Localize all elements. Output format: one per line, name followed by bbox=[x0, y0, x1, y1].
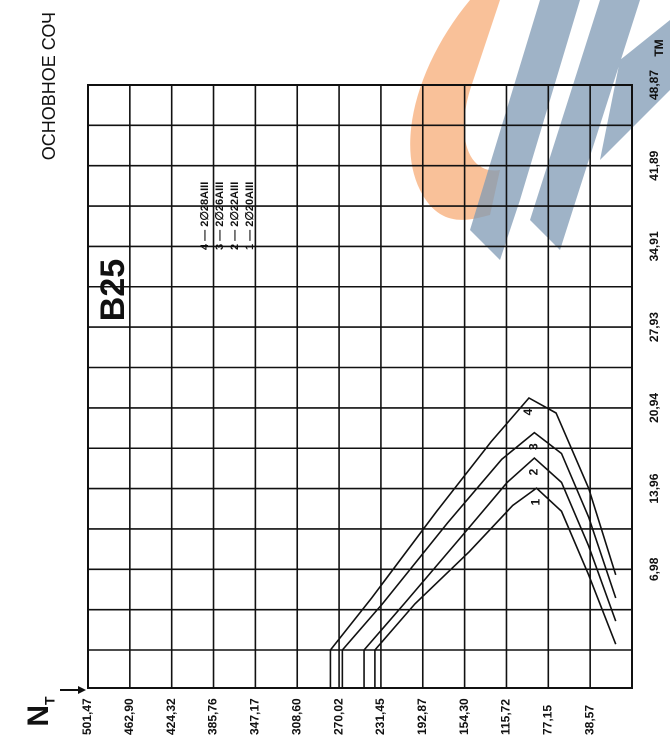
header-text: ОСНОВНОЕ СОЧ bbox=[39, 12, 59, 160]
x-tick-label: 154,30 bbox=[457, 698, 471, 735]
x-arrow-head bbox=[78, 686, 86, 694]
x-tick-label: 115,72 bbox=[499, 699, 513, 735]
x-tick-label: 308,60 bbox=[289, 698, 303, 735]
curve bbox=[363, 457, 617, 651]
x-tick-label: 385,76 bbox=[206, 698, 220, 735]
x-tick-label: 347,17 bbox=[248, 698, 262, 735]
curve bbox=[329, 396, 617, 651]
legend-entry: 4 — 2∅28AIII bbox=[199, 182, 211, 250]
y-tick-label: 20,94 bbox=[647, 393, 661, 423]
y-tick-label: 48,87 bbox=[647, 70, 661, 100]
x-label: N bbox=[22, 705, 55, 727]
y-label-sub: ТМ bbox=[652, 39, 666, 56]
x-tick-label: 501,47 bbox=[80, 698, 94, 735]
curve-label: 3 bbox=[527, 443, 541, 450]
x-tick-label: 192,87 bbox=[415, 698, 429, 735]
legend-entry: 1 — 2∅20AIII bbox=[244, 182, 256, 250]
y-tick-label: 6,98 bbox=[647, 557, 661, 581]
curve-label: 4 bbox=[521, 408, 535, 415]
x-axis-label: N Т bbox=[22, 696, 58, 727]
y-tick-label: 41,89 bbox=[647, 150, 661, 180]
y-tick-label: 34,91 bbox=[647, 231, 661, 261]
x-label-sub: Т bbox=[42, 696, 58, 705]
curve-label: 1 bbox=[529, 498, 543, 505]
chart-title: В25 bbox=[94, 259, 132, 321]
x-tick-label: 38,57 bbox=[582, 705, 596, 735]
x-tick-label: 231,45 bbox=[373, 698, 387, 735]
x-tick-label: 77,15 bbox=[540, 705, 554, 735]
y-tick-label: 13,96 bbox=[647, 473, 661, 503]
y-tick-label: 27,93 bbox=[647, 312, 661, 342]
x-tick-label: 462,90 bbox=[122, 698, 136, 735]
curve bbox=[341, 431, 617, 651]
legend-entry: 3 — 2∅26AIII bbox=[214, 182, 226, 250]
x-tick-label: 424,32 bbox=[164, 698, 178, 735]
watermark-blue bbox=[470, 0, 670, 260]
legend-entry: 2 — 2∅22AIII bbox=[229, 182, 241, 250]
x-tick-label: 270,02 bbox=[331, 698, 345, 735]
curve-label: 2 bbox=[527, 468, 541, 475]
curve bbox=[374, 487, 617, 651]
